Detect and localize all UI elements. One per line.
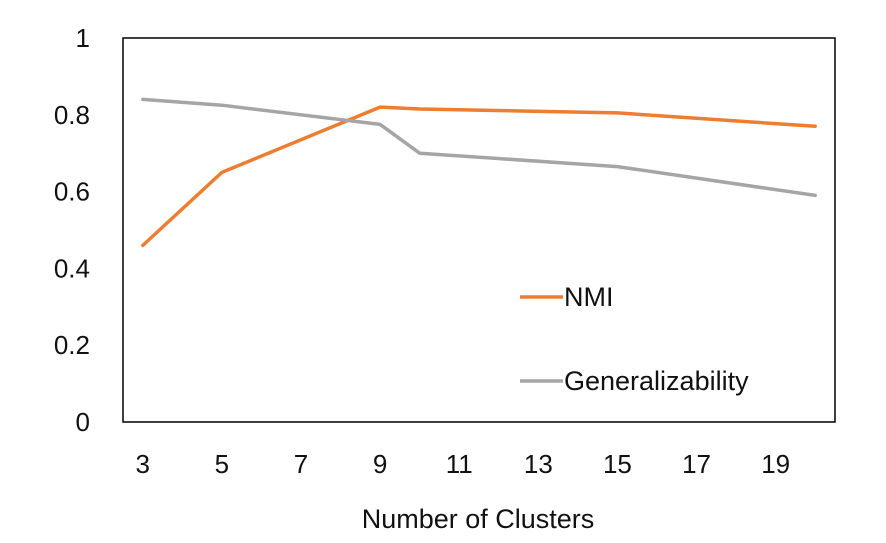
legend-label: Generalizability [564, 366, 749, 396]
x-tick-label: 3 [136, 449, 150, 479]
y-axis-ticks: 0 0.2 0.4 0.6 0.8 1 [54, 23, 90, 437]
x-axis-ticks: 3 5 7 9 11 13 15 17 19 [136, 449, 791, 479]
x-axis-label: Number of Clusters [362, 504, 595, 534]
y-tick-label: 0.2 [54, 330, 90, 360]
x-tick-label: 17 [682, 449, 711, 479]
y-tick-label: 0.4 [54, 253, 90, 283]
series-line-generalizability [141, 97, 817, 198]
x-tick-label: 11 [446, 449, 473, 479]
legend: NMI Generalizability [520, 282, 749, 396]
x-tick-label: 13 [524, 449, 553, 479]
y-tick-label: 0 [76, 407, 90, 437]
y-tick-label: 0.8 [54, 100, 90, 130]
plot-frame [122, 37, 836, 423]
x-tick-label: 7 [294, 449, 308, 479]
x-tick-label: 19 [761, 449, 790, 479]
y-tick-label: 0.6 [54, 177, 90, 207]
x-tick-label: 9 [373, 449, 387, 479]
legend-label: NMI [564, 282, 614, 312]
x-tick-label: 15 [603, 449, 632, 479]
y-tick-label: 1 [76, 23, 90, 53]
x-tick-label: 5 [215, 449, 229, 479]
series-line-nmi [141, 105, 817, 248]
series-lines [141, 97, 817, 248]
